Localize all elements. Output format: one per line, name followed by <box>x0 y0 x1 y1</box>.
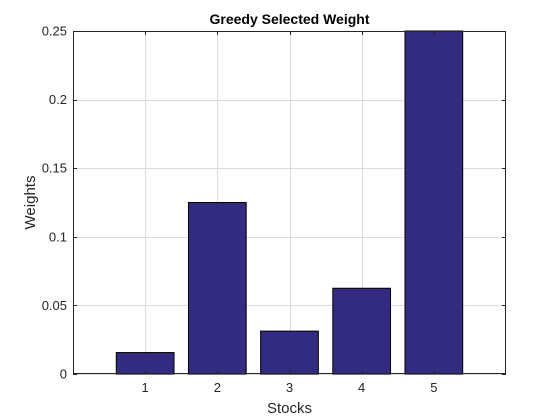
bar-2 <box>187 202 247 375</box>
x-tick-label: 5 <box>430 380 437 395</box>
tick-labels: 1 2 3 4 5 0 0.05 0.1 0.15 0.2 0.25 <box>42 24 438 396</box>
y-tick-label: 0.2 <box>49 92 67 107</box>
x-tick-label: 2 <box>214 380 221 395</box>
y-tick-label: 0.15 <box>42 161 67 176</box>
axes <box>73 31 506 375</box>
bar-5 <box>404 30 464 375</box>
y-tick-label: 0 <box>60 367 67 382</box>
y-tick-label: 0.05 <box>42 298 67 313</box>
axes-box <box>73 31 506 374</box>
chart-title: Greedy Selected Weight <box>209 11 369 27</box>
bar-4 <box>332 287 392 375</box>
y-tick-label: 0.25 <box>42 24 67 39</box>
x-axis-label: Stocks <box>267 400 312 417</box>
bar-3 <box>260 330 319 375</box>
x-tick-label: 1 <box>142 380 149 395</box>
y-tick-label: 0.1 <box>49 229 67 244</box>
y-axis-label: Weights <box>22 176 39 230</box>
x-tick-label: 4 <box>358 380 365 395</box>
x-tick-label: 3 <box>286 380 293 395</box>
bars <box>115 30 464 375</box>
